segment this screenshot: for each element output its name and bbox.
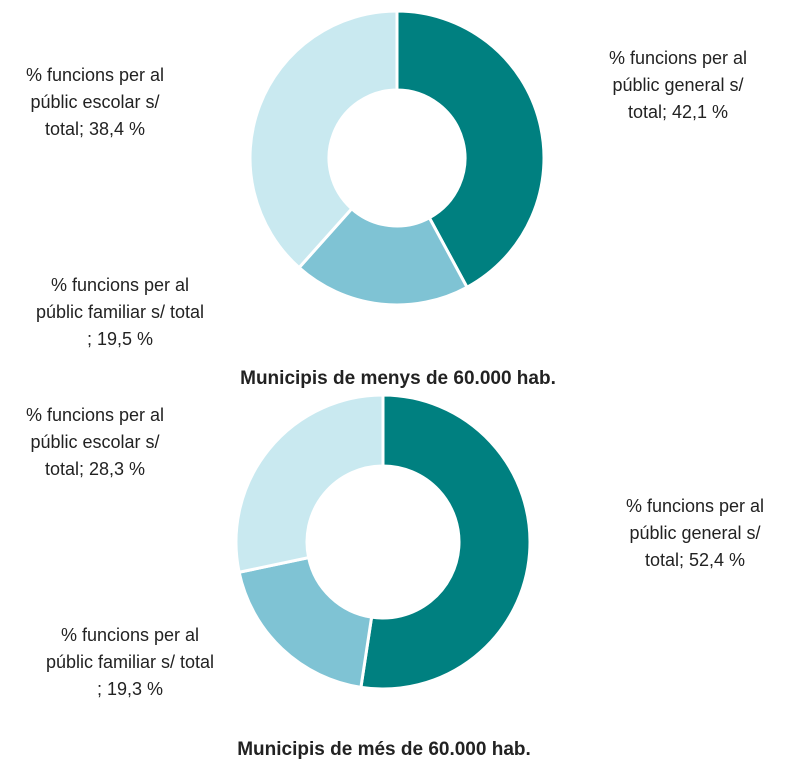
donut-slice — [395, 9, 546, 290]
data-label: % funcions per al públic general s/ tota… — [625, 496, 765, 570]
chart-title: Municipis de més de 60.000 hab. — [237, 739, 531, 760]
data-label: % funcions per al públic escolar s/ tota… — [25, 65, 165, 139]
data-label: % funcions per al públic familiar s/ tot… — [35, 275, 205, 349]
donut-slice — [234, 393, 385, 575]
data-label: % funcions per al públic general s/ tota… — [608, 48, 748, 122]
donut-slice — [248, 9, 399, 270]
data-label: % funcions per al públic familiar s/ tot… — [45, 625, 215, 699]
donut-slice — [296, 206, 470, 307]
data-label: % funcions per al públic escolar s/ tota… — [25, 405, 165, 479]
donut-slice — [237, 555, 374, 690]
donut-slice — [359, 393, 532, 691]
chart-title: Municipis de menys de 60.000 hab. — [240, 368, 556, 389]
